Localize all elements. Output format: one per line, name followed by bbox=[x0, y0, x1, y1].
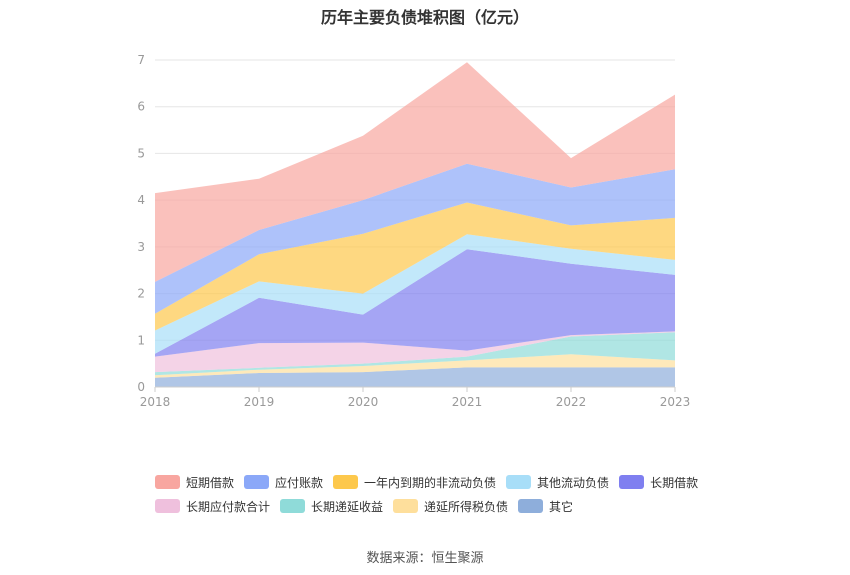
legend-item[interactable]: 其它 bbox=[518, 498, 573, 515]
area-series bbox=[155, 163, 675, 314]
y-tick-label: 1 bbox=[137, 333, 145, 347]
legend-swatch bbox=[333, 475, 359, 489]
legend-item[interactable]: 长期递延收益 bbox=[280, 498, 383, 515]
y-tick-label: 5 bbox=[137, 146, 145, 160]
source-note: 数据来源：恒生聚源 bbox=[366, 551, 484, 566]
legend-label: 递延所得税负债 bbox=[424, 499, 509, 514]
legend-item[interactable]: 长期应付款合计 bbox=[155, 498, 270, 515]
legend-label: 长期递延收益 bbox=[311, 499, 384, 514]
legend-swatch bbox=[280, 499, 306, 513]
y-tick-label: 7 bbox=[137, 53, 145, 67]
x-tick-label: 2020 bbox=[348, 395, 379, 409]
x-tick-label: 2022 bbox=[556, 395, 587, 409]
legend-item[interactable]: 短期借款 bbox=[155, 474, 234, 491]
area-series bbox=[155, 354, 675, 378]
area-series bbox=[155, 234, 675, 354]
x-tick-label: 2023 bbox=[660, 395, 691, 409]
area-series bbox=[155, 249, 675, 357]
legend-swatch bbox=[155, 475, 180, 489]
y-tick-label: 3 bbox=[137, 240, 145, 254]
chart-title: 历年主要负债堆积图（亿元） bbox=[320, 8, 529, 27]
legend-label: 一年内到期的非流动负债 bbox=[364, 475, 497, 490]
legend-item[interactable]: 其他流动负债 bbox=[506, 474, 609, 491]
area-series bbox=[155, 332, 675, 376]
area-series bbox=[155, 331, 675, 373]
legend-label: 长期应付款合计 bbox=[186, 499, 271, 514]
legend-row: 短期借款 应付账款 一年内到期的非流动负债 其他流动负债 长期借款 bbox=[155, 470, 715, 494]
area-layer bbox=[155, 62, 675, 387]
area-series bbox=[155, 202, 675, 331]
legend-swatch bbox=[244, 475, 270, 489]
legend-swatch bbox=[506, 475, 532, 489]
x-tick-label: 2019 bbox=[244, 395, 275, 409]
legend-swatch bbox=[518, 499, 544, 513]
legend-row: 长期应付款合计 长期递延收益 递延所得税负债 其它 bbox=[155, 494, 715, 518]
legend-label: 长期借款 bbox=[650, 475, 699, 490]
x-tick-label: 2018 bbox=[140, 395, 171, 409]
legend-item[interactable]: 一年内到期的非流动负债 bbox=[333, 474, 496, 491]
area-series bbox=[155, 367, 675, 387]
x-tick-label: 2021 bbox=[452, 395, 483, 409]
legend-swatch bbox=[619, 475, 645, 489]
legend-label: 其他流动负债 bbox=[537, 475, 610, 490]
y-tick-label: 4 bbox=[137, 193, 145, 207]
y-tick-label: 0 bbox=[137, 380, 145, 394]
area-series bbox=[155, 62, 675, 282]
legend-label: 应付账款 bbox=[275, 475, 324, 490]
legend-item[interactable]: 长期借款 bbox=[619, 474, 698, 491]
axis-layer: 0 1 2 3 4 5 6 7 2018 2019 2020 2021 2022 2023 bbox=[137, 53, 690, 409]
legend-swatch bbox=[393, 499, 419, 513]
legend: 短期借款 应付账款 一年内到期的非流动负债 其他流动负债 长期借款长期应付款合计 长期递延… bbox=[155, 470, 715, 518]
legend-swatch bbox=[155, 499, 180, 513]
legend-label: 短期借款 bbox=[186, 475, 235, 490]
legend-item[interactable]: 递延所得税负债 bbox=[393, 498, 508, 515]
y-tick-label: 2 bbox=[137, 287, 145, 301]
legend-label: 其它 bbox=[549, 499, 574, 514]
y-tick-label: 6 bbox=[137, 100, 145, 114]
legend-item[interactable]: 应付账款 bbox=[244, 474, 323, 491]
